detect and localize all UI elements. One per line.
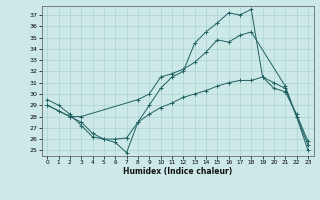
X-axis label: Humidex (Indice chaleur): Humidex (Indice chaleur) [123,167,232,176]
